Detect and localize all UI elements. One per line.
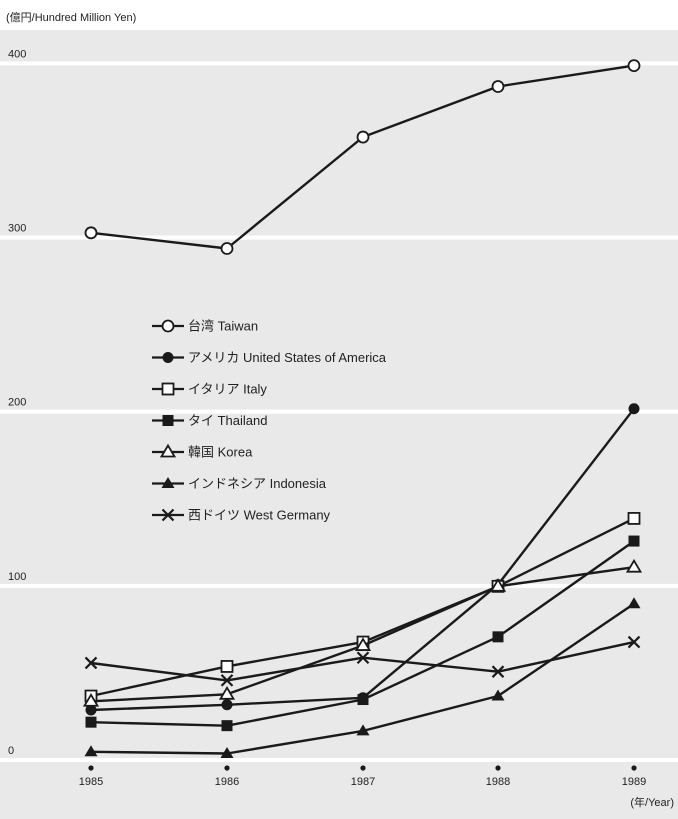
plot-background — [0, 30, 678, 819]
y-tick-label: 300 — [8, 223, 26, 235]
legend-marker — [161, 508, 175, 522]
data-point — [220, 674, 234, 687]
y-tick-label: 100 — [8, 571, 26, 583]
data-point — [356, 651, 370, 665]
grid-lines — [0, 61, 678, 762]
x-tick-label: 1989 — [622, 776, 646, 788]
data-point — [491, 80, 505, 93]
legend-item: 西ドイツ West Germany — [152, 508, 331, 523]
x-tick-label: 1987 — [351, 776, 375, 788]
legend-marker — [162, 352, 174, 363]
data-point — [85, 716, 97, 728]
data-point — [218, 686, 236, 700]
data-point — [489, 578, 507, 592]
y-tick-label: 0 — [8, 745, 14, 757]
x-tick-dot — [495, 765, 501, 771]
x-tick-labels: 1985 1986 1987 1988 1989 — [79, 765, 646, 788]
data-point — [220, 242, 234, 255]
data-point — [628, 403, 640, 415]
legend-item: 韓国 Korea — [152, 443, 253, 460]
grid-line — [0, 235, 678, 240]
x-tick-label: 1988 — [486, 776, 510, 788]
series-7 — [84, 635, 641, 687]
x-tick-dot — [224, 765, 230, 771]
series-5 — [82, 558, 643, 707]
y-tick-label: 200 — [8, 397, 26, 409]
legend-label: 台湾 Taiwan — [188, 319, 258, 334]
data-point — [82, 693, 100, 707]
legend-marker — [159, 443, 177, 458]
series-6 — [84, 597, 641, 759]
grid-line — [0, 758, 678, 762]
legend-marker — [161, 319, 175, 333]
data-point — [491, 665, 505, 678]
legend: 台湾 Taiwan アメリカ United States of America イタ… — [152, 319, 387, 523]
data-point — [357, 694, 369, 706]
data-point — [354, 637, 372, 651]
legend-label: インドネシア Indonesia — [188, 476, 327, 491]
data-point — [221, 720, 233, 732]
data-point — [356, 724, 370, 736]
legend-marker — [161, 382, 175, 396]
legend-label: 韓国 Korea — [188, 445, 253, 460]
x-tick-dot — [631, 765, 637, 771]
data-point — [84, 226, 98, 240]
legend-label: アメリカ United States of America — [188, 350, 387, 365]
data-point — [220, 747, 234, 759]
y-unit-label: (億円/Hundred Million Yen) — [6, 11, 136, 24]
data-point — [220, 660, 234, 673]
series-group — [82, 59, 643, 759]
series-4 — [85, 535, 640, 732]
legend-marker — [162, 415, 174, 426]
legend-label: タイ Thailand — [188, 413, 267, 428]
y-tick-labels: 0 100 200 300 400 — [8, 48, 26, 757]
data-point — [84, 656, 98, 670]
legend-item: 台湾 Taiwan — [152, 319, 258, 334]
data-point — [627, 597, 641, 609]
x-tick-label: 1986 — [215, 776, 239, 788]
series-1 — [84, 59, 641, 255]
data-point — [627, 59, 641, 73]
data-point — [625, 558, 643, 573]
data-point — [627, 635, 641, 649]
data-point — [221, 699, 233, 711]
data-point — [491, 689, 505, 701]
data-point — [356, 130, 370, 144]
grid-line — [0, 583, 678, 588]
x-tick-dot — [88, 765, 94, 771]
y-tick-label: 400 — [8, 48, 26, 60]
grid-line — [0, 61, 678, 66]
data-point — [84, 745, 98, 757]
legend-item: アメリカ United States of America — [152, 350, 387, 365]
legend-label: 西ドイツ West Germany — [188, 508, 331, 523]
grid-line — [0, 409, 678, 414]
x-tick-label: 1985 — [79, 776, 103, 788]
data-point — [492, 631, 504, 643]
legend-marker — [161, 477, 175, 488]
legend-item: タイ Thailand — [152, 413, 267, 428]
data-point — [85, 704, 97, 716]
x-unit-label: (年/Year) — [630, 795, 674, 809]
data-point — [627, 512, 641, 525]
data-point — [628, 535, 640, 547]
legend-item: インドネシア Indonesia — [152, 476, 327, 491]
legend-item: イタリア Italy — [152, 382, 267, 397]
legend-label: イタリア Italy — [188, 382, 267, 397]
x-tick-dot — [360, 765, 366, 771]
